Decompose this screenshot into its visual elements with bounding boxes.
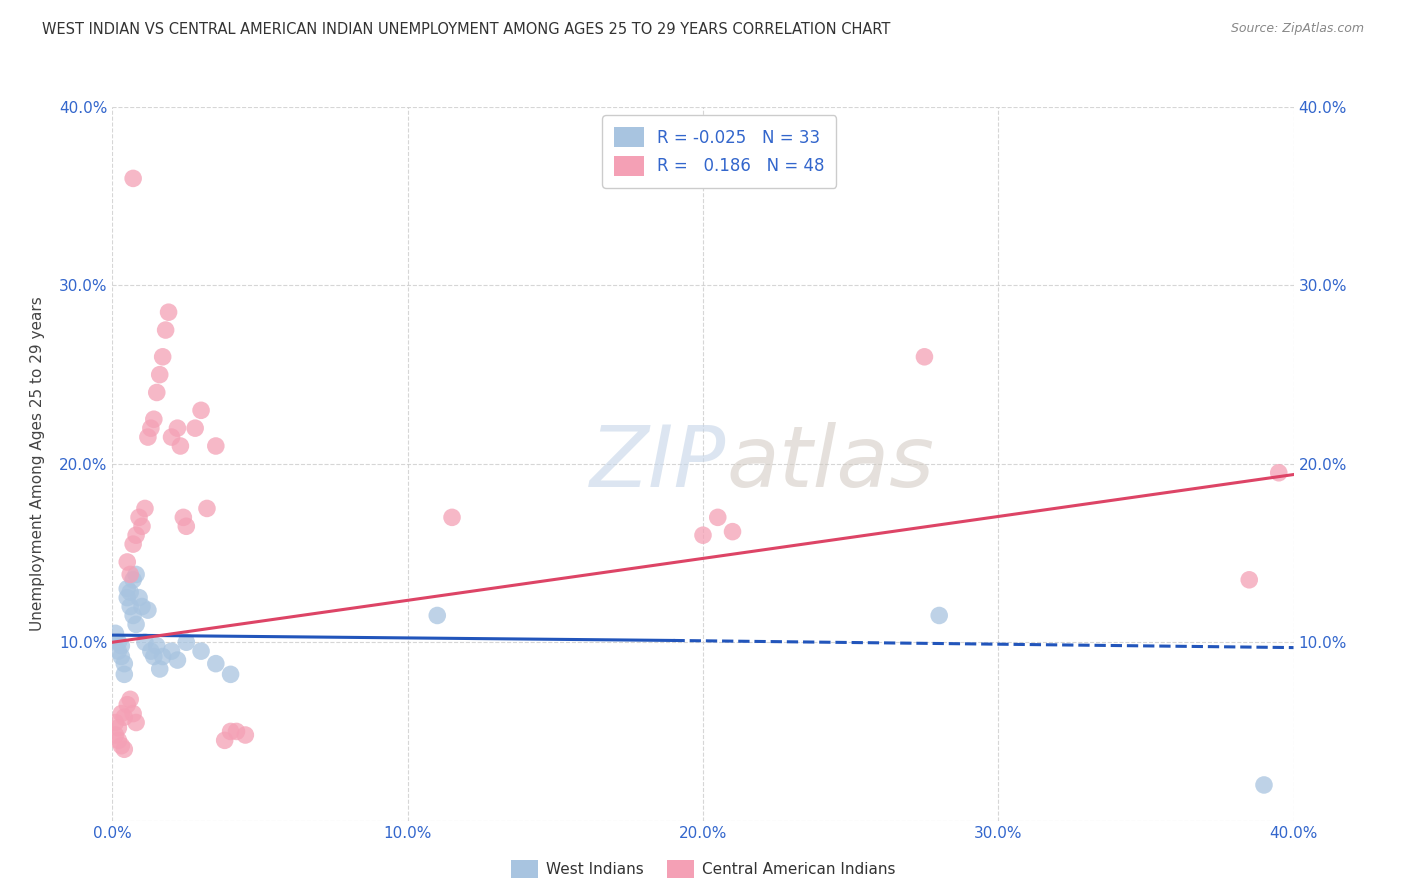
Point <box>122 706 145 721</box>
Point <box>139 421 162 435</box>
Point <box>184 421 207 435</box>
Text: atlas: atlas <box>727 422 935 506</box>
Point <box>131 599 153 614</box>
Point <box>190 644 212 658</box>
Point <box>166 421 188 435</box>
Point <box>142 412 165 426</box>
Point <box>914 350 936 364</box>
Point <box>110 649 132 664</box>
Point <box>112 742 135 756</box>
Point <box>142 649 165 664</box>
Point <box>721 524 744 539</box>
Point <box>1268 466 1291 480</box>
Point <box>104 728 127 742</box>
Point <box>104 715 127 730</box>
Point <box>139 644 162 658</box>
Point <box>107 733 129 747</box>
Point <box>426 608 449 623</box>
Point <box>117 698 138 712</box>
Point <box>112 657 135 671</box>
Point <box>219 667 242 681</box>
Point <box>120 692 142 706</box>
Point <box>131 519 153 533</box>
Point <box>166 653 188 667</box>
Point <box>125 567 148 582</box>
Point <box>125 528 148 542</box>
Point <box>706 510 728 524</box>
Point <box>190 403 212 417</box>
Point <box>441 510 464 524</box>
Point <box>146 385 169 400</box>
Y-axis label: Unemployment Among Ages 25 to 29 years: Unemployment Among Ages 25 to 29 years <box>31 296 45 632</box>
Point <box>225 724 247 739</box>
Point <box>112 710 135 724</box>
Point <box>233 728 256 742</box>
Legend: West Indians, Central American Indians: West Indians, Central American Indians <box>505 854 901 884</box>
Point <box>146 639 169 653</box>
Point <box>169 439 191 453</box>
Point <box>214 733 236 747</box>
Point <box>219 724 242 739</box>
Text: WEST INDIAN VS CENTRAL AMERICAN INDIAN UNEMPLOYMENT AMONG AGES 25 TO 29 YEARS CO: WEST INDIAN VS CENTRAL AMERICAN INDIAN U… <box>42 22 890 37</box>
Point <box>134 635 156 649</box>
Point <box>112 667 135 681</box>
Point <box>155 323 177 337</box>
Text: Source: ZipAtlas.com: Source: ZipAtlas.com <box>1230 22 1364 36</box>
Point <box>1253 778 1275 792</box>
Point <box>122 171 145 186</box>
Point <box>104 626 127 640</box>
Point <box>122 537 145 551</box>
Point <box>122 608 145 623</box>
Point <box>195 501 218 516</box>
Point <box>928 608 950 623</box>
Point <box>110 706 132 721</box>
Point <box>149 368 172 382</box>
Point <box>110 639 132 653</box>
Point <box>117 591 138 605</box>
Point <box>152 649 174 664</box>
Text: ZIP: ZIP <box>591 422 727 506</box>
Point <box>117 582 138 596</box>
Point <box>205 657 228 671</box>
Point <box>160 430 183 444</box>
Point <box>174 519 197 533</box>
Point <box>128 591 150 605</box>
Point <box>120 599 142 614</box>
Point <box>125 715 148 730</box>
Point <box>160 644 183 658</box>
Point <box>205 439 228 453</box>
Point <box>692 528 714 542</box>
Point <box>128 510 150 524</box>
Point <box>120 567 142 582</box>
Point <box>174 635 197 649</box>
Point <box>120 585 142 599</box>
Point <box>157 305 180 319</box>
Point <box>110 739 132 753</box>
Point <box>107 721 129 735</box>
Point <box>107 635 129 649</box>
Point <box>134 501 156 516</box>
Point <box>122 573 145 587</box>
Point <box>172 510 194 524</box>
Point <box>152 350 174 364</box>
Point <box>125 617 148 632</box>
Point <box>136 603 159 617</box>
Legend: R = -0.025   N = 33, R =   0.186   N = 48: R = -0.025 N = 33, R = 0.186 N = 48 <box>602 115 837 187</box>
Point <box>149 662 172 676</box>
Point <box>1239 573 1261 587</box>
Point <box>107 644 129 658</box>
Point <box>117 555 138 569</box>
Point <box>136 430 159 444</box>
